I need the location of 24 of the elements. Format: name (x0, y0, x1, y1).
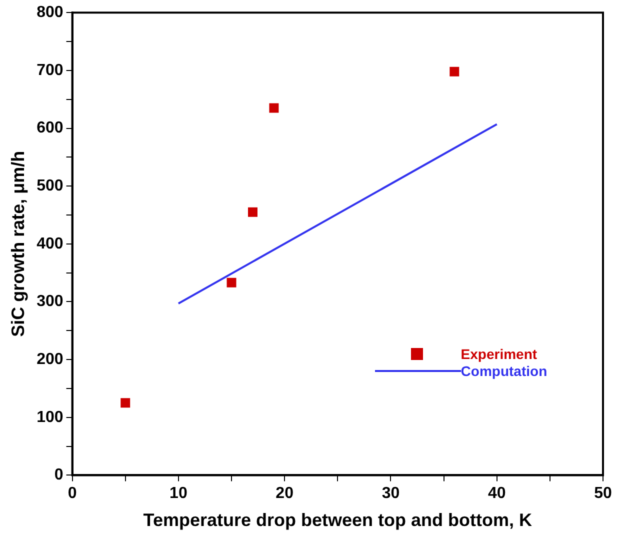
y-tick-label: 400 (36, 235, 64, 252)
point (226, 278, 236, 288)
point (248, 207, 258, 217)
x-tick-label: 50 (594, 485, 612, 502)
y-tick-label: 500 (36, 177, 64, 194)
y-tick-label: 0 (54, 466, 64, 484)
point (120, 398, 130, 408)
y-tick-label: 200 (36, 350, 64, 368)
y-tick-label: 800 (36, 4, 64, 22)
y-tick-label: 600 (36, 120, 64, 137)
y-axis-title: SiC growth rate, μm/h (8, 150, 28, 337)
x-tick-label: 40 (488, 485, 506, 502)
y-tick-label: 100 (36, 408, 64, 426)
x-tick-label: 20 (276, 485, 294, 502)
text: Computation (460, 362, 548, 380)
x-tick-label: 0 (68, 485, 77, 502)
x-tick-label: 30 (382, 485, 400, 502)
y-tick-label: 300 (36, 293, 64, 310)
point (269, 103, 279, 113)
y-tick-label: 700 (36, 62, 64, 79)
x-axis-title: Temperature drop between top and bottom, K (143, 510, 532, 530)
x-tick-label: 10 (170, 485, 188, 502)
point (450, 66, 460, 76)
text: Experiment (460, 346, 538, 363)
